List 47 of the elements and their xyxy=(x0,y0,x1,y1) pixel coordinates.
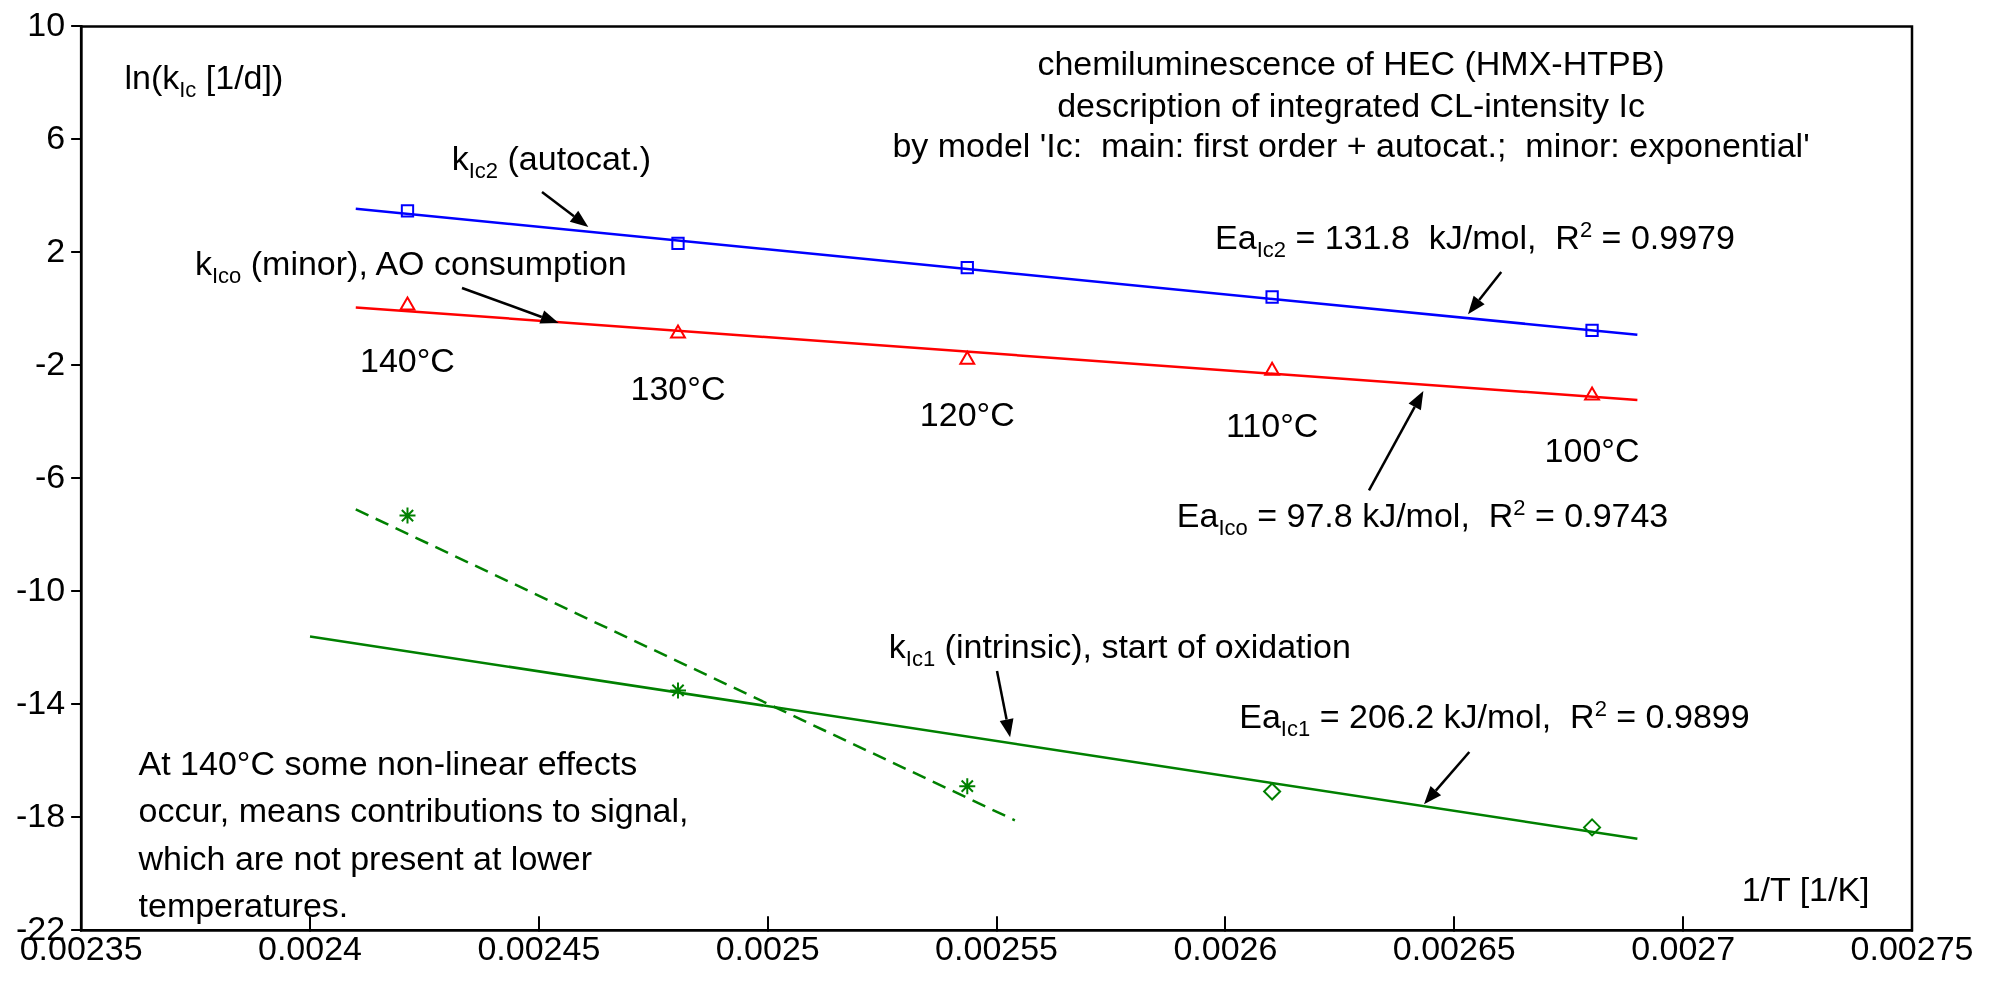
y-tick-label: -14 xyxy=(16,682,66,721)
y-tick-label: 10 xyxy=(27,4,66,43)
annotation: 130°C xyxy=(630,367,726,409)
annotation: Ea$_{Ic1}$ = 206.2 kJ/mol, R$^{2}$ = 0.9899 xyxy=(1239,696,1750,743)
point xyxy=(398,506,417,525)
text: description of integrated CL-intensity Ic by model 'Ic: main: first order + autocat.; minor: exponential' xyxy=(892,84,1810,167)
y-tick-label: 6 xyxy=(46,117,66,156)
point xyxy=(1584,386,1600,401)
y-tick-label: -18 xyxy=(16,795,66,834)
x-tick-label: 0.00245 xyxy=(477,928,601,967)
annotation: 140°C xyxy=(360,339,455,381)
x-axis-title: 1/T [1/K] xyxy=(1741,868,1870,910)
point xyxy=(669,681,687,700)
annotation: k$_{Ic1}$ (intrinsic), start of oxidation xyxy=(888,626,1351,673)
annotation: 120°C xyxy=(919,394,1015,435)
point xyxy=(670,324,686,339)
annotation: Ea$_{Ic2}$ = 131.8 kJ/mol, R$^{2}$ = 0.9979 xyxy=(1215,216,1735,264)
text: chemiluminescence of HEC (HMX-HTPB) xyxy=(1037,43,1665,84)
point xyxy=(958,777,977,796)
point xyxy=(1583,818,1602,837)
annotation: Ea$_{Ico}$ = 97.8 kJ/mol, R$^{2}$ = 0.9743 xyxy=(1176,495,1669,542)
point xyxy=(400,204,415,218)
point xyxy=(671,236,685,250)
annotation: k$_{Ico}$ (minor), AO consumption xyxy=(194,243,627,290)
point xyxy=(1263,782,1282,801)
point xyxy=(959,350,976,365)
point xyxy=(960,260,974,275)
annotation: 100°C xyxy=(1544,430,1640,471)
annotation: 110°C xyxy=(1225,405,1319,446)
y-tick-label: -10 xyxy=(16,569,66,608)
point xyxy=(1585,323,1599,337)
point xyxy=(1264,361,1281,376)
x-tick-label: 0.0026 xyxy=(1173,928,1278,967)
point xyxy=(1265,290,1279,304)
x-tick-label: 0.0025 xyxy=(715,928,820,967)
x-tick-label: 0.00275 xyxy=(1850,928,1974,967)
y-tick-label: -2 xyxy=(34,343,66,382)
point xyxy=(399,296,416,311)
x-tick-label: 0.0027 xyxy=(1631,928,1736,967)
y-tick-label: 2 xyxy=(46,230,66,269)
x-tick-label: 0.00265 xyxy=(1392,928,1516,967)
annotation: k$_{Ic2}$ (autocat.) xyxy=(451,137,652,184)
y-axis-title: ln(k$_{Ic}$ [1/d]) xyxy=(124,56,284,103)
x-tick-label: 0.0024 xyxy=(258,928,362,967)
x-tick-label: 0.00255 xyxy=(935,928,1059,967)
y-tick-label: -6 xyxy=(34,456,66,495)
annotation: At 140°C some non-linear effects occur, means contributions to signal, which are not present at lower temperatures. xyxy=(138,742,690,927)
